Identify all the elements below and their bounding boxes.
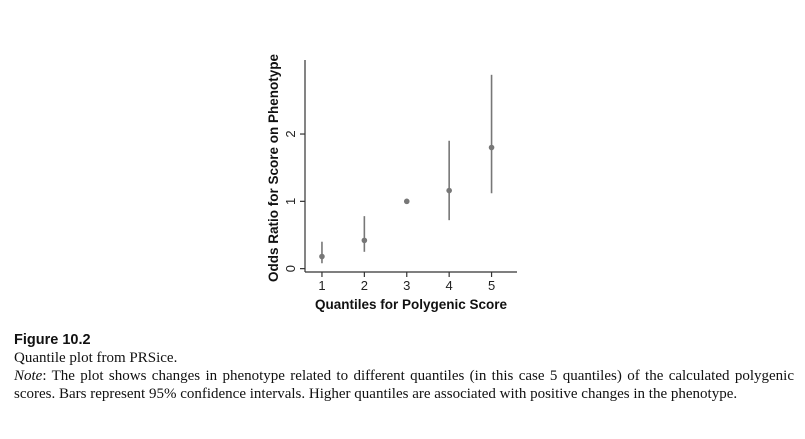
figure-note: Note: The plot shows changes in phenotyp… <box>14 367 794 403</box>
y-tick-label: 2 <box>283 130 298 137</box>
figure-label: Figure 10.2 <box>14 332 91 348</box>
note-text: : The plot shows changes in phenotype re… <box>14 368 794 402</box>
point-q4 <box>446 187 452 194</box>
x-tick-label: 3 <box>403 278 410 293</box>
figure-caption: Figure 10.2 Quantile plot from PRSice. N… <box>14 331 794 403</box>
point-q1 <box>319 253 325 260</box>
x-axis-title: Quantiles for Polygenic Score <box>315 297 508 312</box>
y-tick-label: 1 <box>283 198 298 205</box>
point-q2 <box>361 237 368 244</box>
figure-title: Quantile plot from PRSice. <box>14 350 178 366</box>
y-axis-title: Odds Ratio for Score on Phenotype <box>266 54 281 283</box>
x-tick-label: 4 <box>446 278 453 293</box>
x-tick-label: 2 <box>361 278 368 293</box>
point-q3 <box>403 198 410 205</box>
x-tick-label: 1 <box>318 278 325 293</box>
point-q5 <box>488 144 495 151</box>
note-label: Note <box>14 368 43 384</box>
x-tick-label: 5 <box>488 278 495 293</box>
y-tick-label: 0 <box>283 265 298 272</box>
